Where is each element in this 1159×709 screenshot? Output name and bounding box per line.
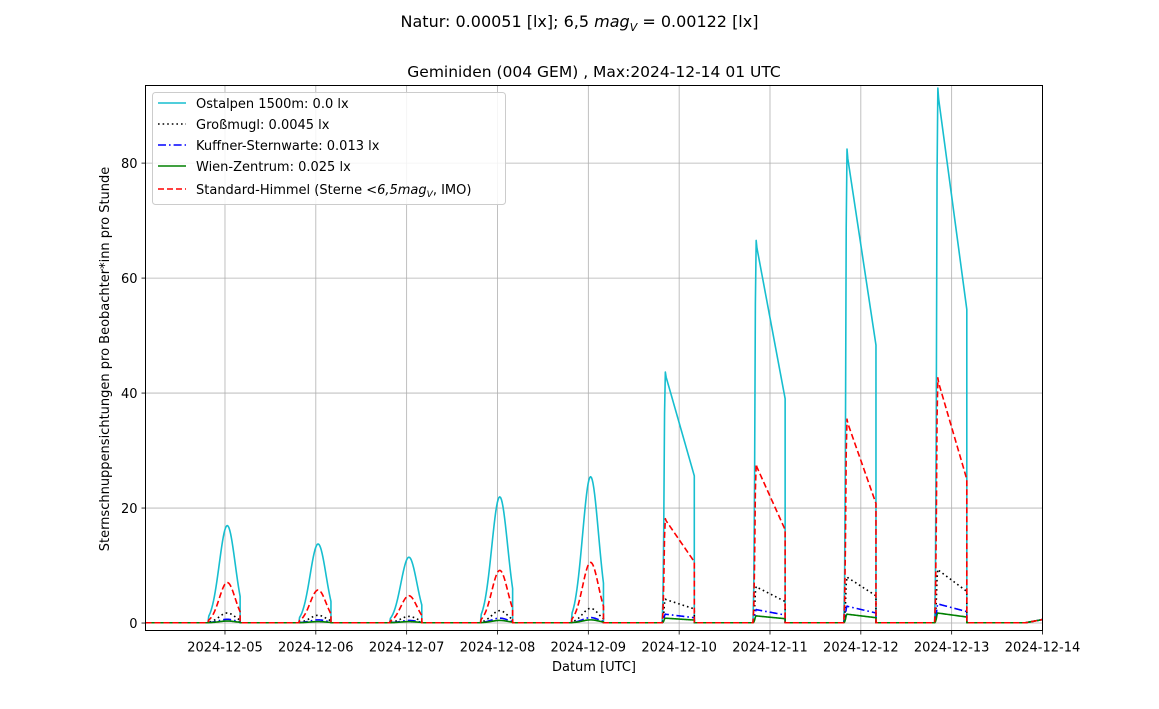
x-tick-label: 2024-12-14 <box>1005 641 1081 656</box>
y-axis: 0 20 40 60 80 <box>121 157 146 632</box>
series-line-4 <box>145 377 1043 624</box>
legend: Ostalpen 1500m: 0.0 lx Großmugl: 0.0045 … <box>152 92 506 205</box>
x-tick-label: 2024-12-07 <box>369 641 445 656</box>
x-tick-label: 2024-12-10 <box>641 641 717 656</box>
x-tick-label: 2024-12-09 <box>551 641 627 656</box>
legend-standard-sub: V <box>427 190 434 200</box>
legend-standard-math: <6,5mag <box>366 183 426 198</box>
x-axis: 2024-12-05 2024-12-06 2024-12-07 2024-12-08… <box>187 630 1081 656</box>
series-line-3 <box>145 612 1043 624</box>
legend-handles <box>158 102 186 190</box>
plot-frame <box>145 85 1043 631</box>
x-tick-label: 2024-12-12 <box>823 641 899 656</box>
x-tick-label: 2024-12-08 <box>460 641 536 656</box>
legend-entry-ostalpen: Ostalpen 1500m: 0.0 lx <box>196 97 349 112</box>
legend-entry-grossmugl: Großmugl: 0.0045 lx <box>196 118 330 133</box>
legend-entry-kuffner: Kuffner-Sternwarte: 0.013 lx <box>196 139 380 154</box>
y-tick-label: 0 <box>129 617 137 632</box>
x-tick-label: 2024-12-06 <box>278 641 354 656</box>
suptitle-post: = 0.00122 [lx] <box>637 12 759 31</box>
x-tick-label: 2024-12-05 <box>187 641 263 656</box>
legend-entry-standard: Standard-Himmel (Sterne <6,5magV, IMO) <box>196 183 471 200</box>
series-line-2 <box>145 602 1043 624</box>
legend-standard-suffix: , IMO) <box>433 183 472 198</box>
legend-box <box>152 92 506 205</box>
x-tick-label: 2024-12-11 <box>732 641 808 656</box>
suptitle-pre: Natur: 0.00051 [lx]; 6,5 <box>400 12 595 31</box>
grid <box>145 85 1043 631</box>
y-tick-label: 60 <box>121 272 138 287</box>
legend-standard-prefix: Standard-Himmel (Sterne <box>196 183 366 198</box>
y-tick-label: 80 <box>121 157 138 172</box>
suptitle-sub: V <box>629 21 638 35</box>
chart-title: Geminiden (004 GEM) , Max:2024-12-14 01 … <box>407 63 780 81</box>
y-tick-label: 20 <box>121 502 138 517</box>
x-tick-label: 2024-12-13 <box>914 641 990 656</box>
y-axis-label: Sternschnuppensichtungen pro Beobachter*… <box>98 167 113 552</box>
curves <box>145 87 1043 624</box>
series-line-1 <box>145 568 1043 624</box>
series-line-0 <box>145 87 1043 624</box>
x-axis-label: Datum [UTC] <box>552 660 636 675</box>
y-tick-label: 40 <box>121 387 138 402</box>
suptitle-mag: mag <box>594 12 630 31</box>
legend-entry-wien: Wien-Zentrum: 0.025 lx <box>196 160 351 175</box>
figure-suptitle: Natur: 0.00051 [lx]; 6,5 magV = 0.00122 … <box>0 12 1159 34</box>
